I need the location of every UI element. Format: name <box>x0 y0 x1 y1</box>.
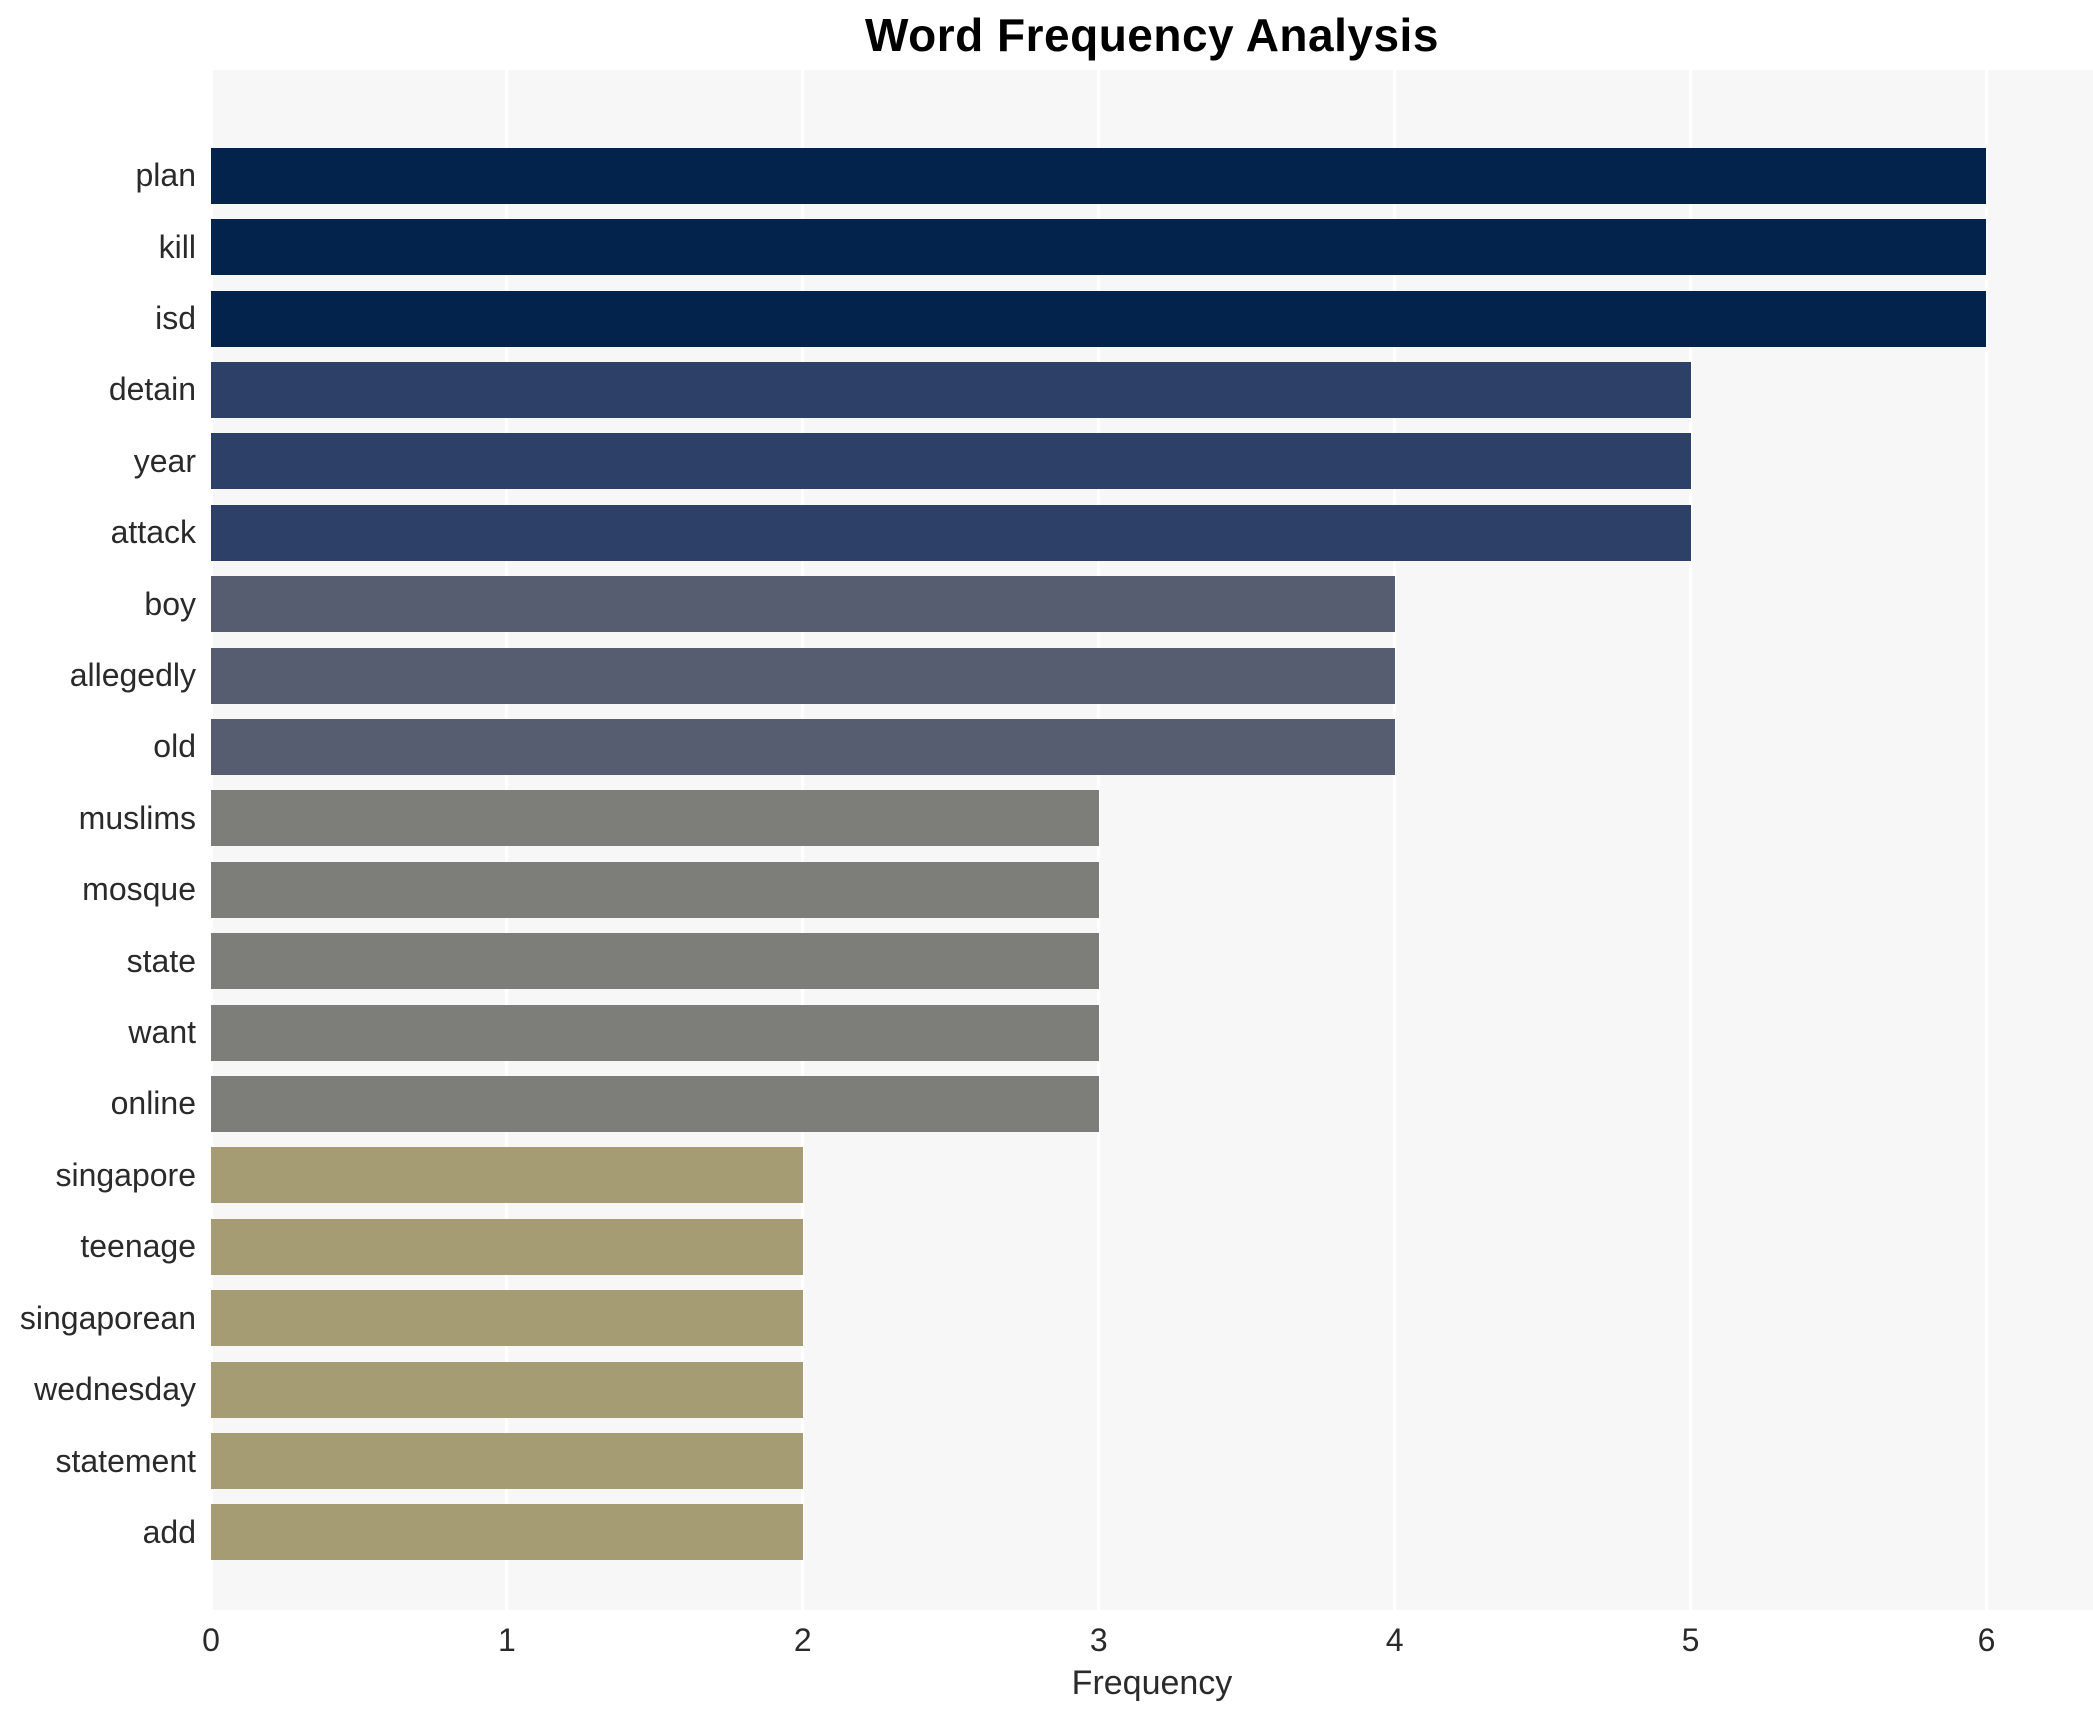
gridline <box>1984 70 1988 1610</box>
bar-row: year <box>0 426 2093 497</box>
bar-row: wednesday <box>0 1354 2093 1425</box>
y-axis-label: allegedly <box>69 657 196 694</box>
y-axis-label: statement <box>55 1442 196 1479</box>
y-axis-label: teenage <box>80 1228 196 1265</box>
y-axis-label: isd <box>155 300 196 337</box>
bar <box>211 219 1987 276</box>
bar-row: add <box>0 1497 2093 1568</box>
bar <box>211 290 1987 347</box>
x-tick-label: 6 <box>1977 1622 1996 1658</box>
bar <box>211 1004 1099 1061</box>
bar-row: plan <box>0 140 2093 211</box>
y-axis-label: wednesday <box>34 1371 196 1408</box>
bar-row: allegedly <box>0 640 2093 711</box>
bar <box>211 861 1099 918</box>
y-axis-label: want <box>128 1014 196 1051</box>
bar <box>211 361 1691 418</box>
x-tick-label: 3 <box>1089 1622 1108 1658</box>
y-axis-label: old <box>153 728 196 765</box>
bar-row: online <box>0 1068 2093 1139</box>
x-tick-label: 0 <box>202 1622 220 1658</box>
bar <box>211 147 1987 204</box>
bar <box>211 1147 803 1204</box>
bar-row: singaporean <box>0 1283 2093 1354</box>
bar-row: boy <box>0 568 2093 639</box>
bar <box>211 1075 1099 1132</box>
x-tick-label: 2 <box>793 1622 812 1658</box>
bar-row: kill <box>0 211 2093 282</box>
y-axis-label: kill <box>158 228 196 265</box>
bar-row: singapore <box>0 1140 2093 1211</box>
bar-row: statement <box>0 1425 2093 1496</box>
bar <box>211 933 1099 990</box>
gridline <box>1097 70 1101 1610</box>
bar <box>211 576 1395 633</box>
bar <box>211 1218 803 1275</box>
bar <box>211 1504 803 1561</box>
y-axis-label: state <box>126 942 196 979</box>
y-axis-label: online <box>110 1085 196 1122</box>
bar <box>211 1361 803 1418</box>
bar <box>211 1290 803 1347</box>
y-axis-label: year <box>133 442 196 479</box>
bar <box>211 433 1691 490</box>
bar-row: want <box>0 997 2093 1068</box>
gridline <box>1689 70 1693 1610</box>
y-axis-label: detain <box>108 371 196 408</box>
bar-row: teenage <box>0 1211 2093 1282</box>
y-axis-label: boy <box>144 585 196 622</box>
y-axis-label: mosque <box>82 871 196 908</box>
y-axis-label: plan <box>135 157 197 194</box>
bar <box>211 718 1395 775</box>
y-axis-label: muslims <box>78 799 196 836</box>
bar-row: old <box>0 711 2093 782</box>
x-tick-label: 4 <box>1385 1622 1404 1658</box>
y-axis-label: add <box>142 1513 196 1550</box>
bar <box>211 1433 803 1490</box>
gridline <box>1393 70 1397 1610</box>
chart-title: Word Frequency Analysis <box>865 9 1439 61</box>
bar-rows: plan kill isd detain year attack boy allegedly o… <box>0 70 2093 1610</box>
x-axis-label: Frequency <box>1071 1664 1233 1702</box>
bar-row: muslims <box>0 783 2093 854</box>
bar <box>211 647 1395 704</box>
y-axis-label: attack <box>110 514 196 551</box>
y-axis-label: singapore <box>55 1156 196 1193</box>
bar-row: detain <box>0 354 2093 425</box>
x-axis-ticks: 0 1 2 3 4 5 6 <box>202 1622 2093 1662</box>
bar-row: state <box>0 925 2093 996</box>
x-tick-label: 5 <box>1681 1622 1700 1658</box>
bar <box>211 504 1691 561</box>
bar-row: mosque <box>0 854 2093 925</box>
x-tick-label: 1 <box>498 1622 516 1658</box>
bar-row: isd <box>0 283 2093 354</box>
bar-row: attack <box>0 497 2093 568</box>
bar <box>211 790 1099 847</box>
y-axis-label: singaporean <box>19 1299 196 1336</box>
